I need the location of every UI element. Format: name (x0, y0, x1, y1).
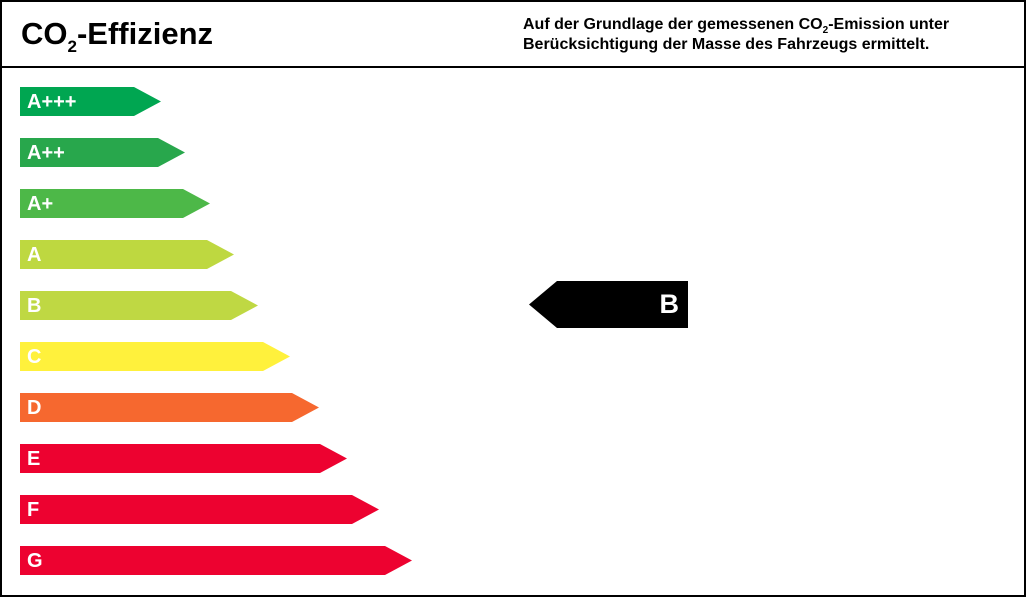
class-bar-a-plus-plus: A++ (20, 138, 187, 167)
class-label-d: D (27, 397, 42, 419)
class-label-g: G (27, 550, 43, 572)
rating-arrow (529, 281, 688, 328)
class-bar-a: A (20, 240, 236, 269)
class-arrow-a-plus-plus (20, 138, 185, 167)
class-label-e: E (27, 448, 41, 470)
class-label-a-plus: A+ (27, 193, 54, 215)
label-title: CO2-Effizienz (21, 15, 214, 56)
class-arrow-shape (20, 189, 210, 218)
class-label-f: F (27, 499, 40, 521)
class-arrow-shape (20, 393, 319, 422)
class-bar-d: D (20, 393, 321, 422)
rating-arrow-shape (529, 281, 688, 328)
description-subscript: 2 (822, 25, 829, 36)
class-label-c: C (27, 346, 42, 368)
label-header: CO2-Effizienz Auf der Grundlage der geme… (2, 2, 1024, 68)
class-label-b: B (27, 295, 42, 317)
title-suffix: -Effizienz (76, 16, 214, 51)
description-line-2: Berücksichtigung der Masse des Fahrzeugs… (523, 36, 930, 53)
class-arrow-shape (20, 444, 347, 473)
class-arrow-f (20, 495, 379, 524)
class-arrow-shape (20, 138, 185, 167)
class-arrow-shape (20, 87, 161, 116)
class-bar-g: G (20, 546, 414, 575)
class-bar-b: B (20, 291, 260, 320)
class-arrow-b (20, 291, 258, 320)
description-line-1: Auf der Grundlage der gemessenen CO2-Emi… (523, 15, 950, 36)
label-description: Auf der Grundlage der gemessenen CO2-Emi… (523, 15, 949, 55)
title-prefix: CO (21, 16, 68, 51)
title-subscript: 2 (67, 37, 77, 56)
rating-label: B (659, 289, 680, 319)
class-bar-e: E (20, 444, 349, 473)
class-bar-a-plus-plus-plus: A+++ (20, 87, 163, 116)
class-arrow-a-plus-plus-plus (20, 87, 161, 116)
class-arrow-a-plus (20, 189, 210, 218)
class-label-a-plus-plus: A++ (27, 142, 65, 164)
class-arrow-shape (20, 546, 412, 575)
class-bar-c: C (20, 342, 292, 371)
class-bar-f: F (20, 495, 381, 524)
class-bar-a-plus: A+ (20, 189, 212, 218)
class-arrow-shape (20, 342, 290, 371)
class-arrow-d (20, 393, 319, 422)
class-arrow-c (20, 342, 290, 371)
class-label-a: A (27, 244, 42, 266)
class-label-a-plus-plus-plus: A+++ (27, 91, 77, 113)
class-arrow-shape (20, 291, 258, 320)
description-line-1-suffix: -Emission unter (828, 16, 950, 33)
description-line-1-prefix: Auf der Grundlage der gemessenen CO (523, 16, 823, 33)
class-arrow-e (20, 444, 347, 473)
class-arrow-shape (20, 495, 379, 524)
class-arrow-g (20, 546, 412, 575)
class-arrow-shape (20, 240, 234, 269)
class-arrow-a (20, 240, 234, 269)
rating-indicator: B (529, 281, 688, 328)
